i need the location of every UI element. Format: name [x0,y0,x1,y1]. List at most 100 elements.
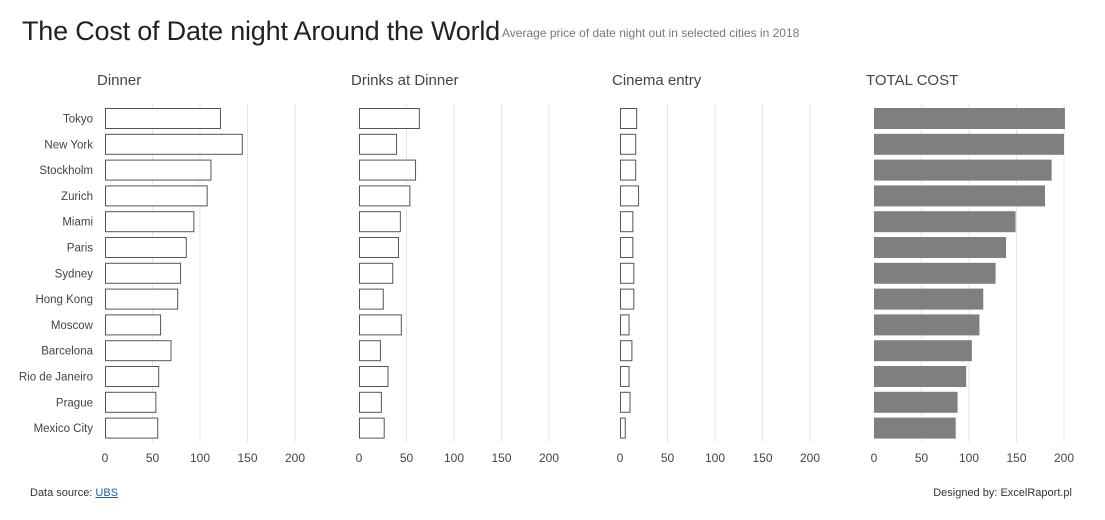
x-tick-label: 200 [800,451,820,465]
bar-miami [620,211,634,233]
bar-prague [359,391,382,413]
bar-paris [620,237,634,258]
bar-prague [874,391,958,413]
x-tick-label: 100 [190,451,210,465]
panel-0: Dinner 0 50 100 150 200 Tokyo New York Stockholm… [19,72,305,465]
bar-miami [105,211,195,233]
x-tick-label: 200 [539,451,559,465]
data-source-label: Data source: [30,487,96,499]
bar-zurich [359,185,411,207]
category-label: Rio de Janeiro [19,372,93,384]
category-label: Prague [56,397,93,409]
x-tick-label: 50 [661,451,675,465]
bar-stockholm [620,159,637,181]
bar-hong-kong [874,288,984,310]
bar-tokyo [874,108,1065,129]
bar-prague [620,391,631,413]
bar-tokyo [359,108,420,129]
panel-title: TOTAL COST [866,72,958,89]
bar-moscow [874,314,980,336]
category-label: Hong Kong [35,294,93,306]
bar-paris [359,237,399,258]
bar-zurich [105,185,208,207]
x-tick-label: 0 [102,451,109,465]
category-label: Barcelona [41,346,93,358]
bar-sydney [620,262,635,284]
bar-hong-kong [359,288,384,310]
bar-zurich [620,185,640,207]
x-tick-label: 200 [285,451,305,465]
bar-stockholm [359,159,417,181]
bar-sydney [874,262,996,284]
bar-sydney [359,262,394,284]
bar-barcelona [620,340,633,362]
category-label: New York [44,139,93,151]
bar-moscow [105,314,162,336]
bar-miami [874,211,1016,233]
bar-stockholm [874,159,1052,181]
bar-tokyo [105,108,221,129]
bar-new-york [359,133,398,155]
bar-new-york [105,133,243,155]
panel-1: Drinks at Dinner 0 50 100 150 200 [351,72,559,465]
bar-mexico-city [874,417,956,439]
category-label: Stockholm [39,165,93,177]
x-tick-label: 100 [705,451,725,465]
x-tick-label: 150 [491,451,511,465]
bar-rio-de-janeiro [620,366,630,387]
bar-new-york [874,133,1064,155]
bar-sydney [105,262,182,284]
x-tick-label: 0 [871,451,878,465]
panel-title: Cinema entry [612,72,702,89]
designer-credit: Designed by: ExcelRaport.pl [933,487,1072,499]
bar-rio-de-janeiro [874,366,967,387]
x-tick-label: 100 [444,451,464,465]
bar-new-york [620,133,637,155]
category-label: Sydney [55,268,94,280]
x-tick-label: 0 [617,451,624,465]
bar-zurich [874,185,1045,207]
bar-hong-kong [105,288,179,310]
bar-moscow [359,314,402,336]
x-tick-label: 50 [915,451,929,465]
panel-2: Cinema entry 0 50 100 150 200 [612,72,820,465]
category-label: Mexico City [34,423,94,435]
bar-rio-de-janeiro [359,366,389,387]
bar-tokyo [620,108,638,129]
bar-rio-de-janeiro [105,366,160,387]
bar-paris [105,237,187,258]
bar-mexico-city [105,417,159,439]
bar-moscow [620,314,630,336]
x-tick-label: 50 [146,451,160,465]
bar-barcelona [105,340,172,362]
bar-mexico-city [359,417,385,439]
category-label: Zurich [61,191,93,203]
category-label: Paris [67,243,93,255]
x-tick-label: 150 [752,451,772,465]
panel-title: Drinks at Dinner [351,72,459,89]
bar-paris [874,237,1007,258]
x-tick-label: 0 [356,451,363,465]
category-label: Tokyo [63,114,93,126]
bar-stockholm [105,159,212,181]
bar-prague [105,391,157,413]
x-tick-label: 200 [1054,451,1074,465]
bar-barcelona [874,340,972,362]
chart-subtitle: Average price of date night out in selec… [502,26,800,40]
x-tick-label: 150 [237,451,257,465]
panel-3: TOTAL COST 0 50 100 150 200 [866,72,1074,465]
bar-barcelona [359,340,381,362]
bar-mexico-city [620,417,626,439]
data-source: Data source: UBS [30,487,118,499]
data-source-link[interactable]: UBS [95,487,119,499]
panel-title: Dinner [97,72,141,89]
chart-title: The Cost of Date night Around the World [22,16,500,46]
bar-miami [359,211,401,233]
category-label: Miami [62,217,93,229]
x-tick-label: 50 [400,451,414,465]
x-tick-label: 150 [1006,451,1026,465]
category-label: Moscow [51,320,94,332]
x-tick-label: 100 [959,451,979,465]
bar-hong-kong [620,288,635,310]
